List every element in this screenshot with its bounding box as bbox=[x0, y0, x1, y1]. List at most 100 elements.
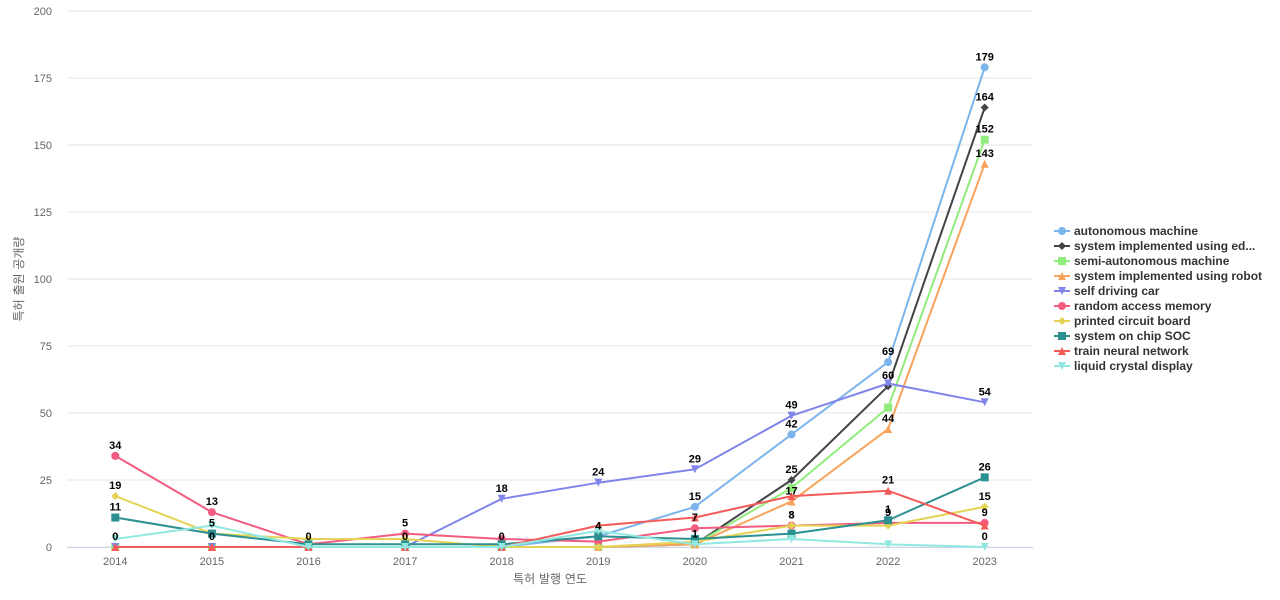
data-label: 0 bbox=[209, 531, 215, 543]
data-point[interactable] bbox=[111, 492, 120, 501]
data-point[interactable] bbox=[884, 425, 893, 434]
data-point[interactable] bbox=[884, 516, 893, 525]
data-label: 49 bbox=[785, 400, 797, 412]
data-point[interactable] bbox=[690, 534, 699, 543]
data-point[interactable] bbox=[111, 543, 120, 551]
data-label: 15 bbox=[979, 491, 991, 503]
legend-item[interactable]: train neural network bbox=[1054, 344, 1189, 358]
data-point[interactable] bbox=[401, 529, 410, 538]
legend-item[interactable]: system on chip SOC bbox=[1054, 329, 1191, 343]
series-line[interactable] bbox=[114, 454, 986, 546]
series-1 bbox=[111, 103, 989, 551]
data-point[interactable] bbox=[980, 135, 989, 144]
legend-item[interactable]: autonomous machine bbox=[1054, 224, 1198, 238]
data-point[interactable] bbox=[207, 521, 216, 530]
data-point[interactable] bbox=[497, 494, 506, 503]
data-point[interactable] bbox=[594, 478, 603, 487]
data-label: 34 bbox=[109, 440, 122, 452]
data-point[interactable] bbox=[787, 411, 796, 420]
data-point[interactable] bbox=[884, 379, 893, 388]
data-label: 54 bbox=[979, 386, 992, 398]
data-point[interactable] bbox=[980, 63, 989, 72]
legend-marker bbox=[1058, 227, 1066, 235]
series-line[interactable] bbox=[114, 106, 986, 548]
data-point[interactable] bbox=[690, 524, 699, 533]
data-label: 13 bbox=[206, 496, 218, 508]
legend-item[interactable]: printed circuit board bbox=[1054, 314, 1191, 328]
y-tick-label: 175 bbox=[34, 73, 52, 85]
data-point[interactable] bbox=[787, 430, 796, 439]
data-point[interactable] bbox=[980, 103, 989, 112]
data-point[interactable] bbox=[207, 543, 216, 551]
data-point[interactable] bbox=[787, 476, 796, 484]
series-9 bbox=[111, 521, 989, 551]
y-axis-title: 특허 출원 공개량 bbox=[12, 237, 26, 322]
legend-label: liquid crystal display bbox=[1074, 359, 1193, 373]
series-line[interactable] bbox=[114, 476, 986, 546]
data-point[interactable] bbox=[787, 492, 796, 501]
data-point[interactable] bbox=[884, 486, 893, 495]
data-point[interactable] bbox=[884, 540, 893, 549]
series-line[interactable] bbox=[114, 138, 986, 548]
data-label: 19 bbox=[109, 480, 121, 492]
data-label: 1 bbox=[885, 504, 891, 516]
legend-item[interactable]: semi-autonomous machine bbox=[1054, 254, 1230, 268]
data-point[interactable] bbox=[304, 543, 313, 551]
data-point[interactable] bbox=[980, 159, 989, 168]
data-point[interactable] bbox=[401, 543, 410, 551]
data-point[interactable] bbox=[594, 543, 603, 551]
legend-item[interactable]: liquid crystal display bbox=[1054, 359, 1193, 373]
data-label: 0 bbox=[305, 531, 311, 543]
data-point[interactable] bbox=[787, 497, 796, 506]
data-label: 0 bbox=[402, 531, 408, 543]
x-tick-label: 2018 bbox=[489, 556, 513, 568]
data-point[interactable] bbox=[594, 532, 603, 541]
y-tick-label: 125 bbox=[34, 207, 52, 219]
data-point[interactable] bbox=[980, 543, 989, 551]
y-tick-label: 100 bbox=[34, 274, 52, 286]
data-point[interactable] bbox=[787, 484, 796, 493]
data-point[interactable] bbox=[787, 529, 796, 538]
legend-item[interactable]: system implemented using ed... bbox=[1054, 239, 1255, 253]
y-tick-label: 75 bbox=[40, 341, 52, 353]
series-5 bbox=[111, 451, 989, 549]
data-point[interactable] bbox=[980, 473, 989, 482]
data-point[interactable] bbox=[111, 451, 120, 460]
data-point[interactable] bbox=[111, 513, 120, 522]
data-point[interactable] bbox=[787, 534, 796, 543]
legend-label: self driving car bbox=[1074, 284, 1160, 298]
data-point[interactable] bbox=[207, 529, 216, 538]
legend-label: random access memory bbox=[1074, 299, 1212, 313]
legend-item[interactable]: random access memory bbox=[1054, 299, 1212, 313]
series-line[interactable] bbox=[114, 162, 986, 548]
data-label: 8 bbox=[788, 510, 794, 522]
x-axis-title: 특허 발행 연도 bbox=[513, 571, 587, 586]
data-point[interactable] bbox=[111, 534, 120, 543]
series-line[interactable] bbox=[114, 66, 986, 548]
legend-item[interactable]: self driving car bbox=[1054, 284, 1160, 298]
data-label: 164 bbox=[976, 91, 995, 103]
data-point[interactable] bbox=[690, 502, 699, 511]
data-point[interactable] bbox=[980, 398, 989, 407]
series-line[interactable] bbox=[114, 524, 986, 548]
data-point[interactable] bbox=[690, 465, 699, 474]
legend-item[interactable]: system implemented using robot bbox=[1054, 269, 1262, 283]
data-point[interactable] bbox=[787, 521, 796, 530]
data-label: 11 bbox=[109, 502, 121, 514]
data-point[interactable] bbox=[884, 358, 893, 367]
data-point[interactable] bbox=[497, 543, 506, 551]
series-line[interactable] bbox=[114, 489, 986, 548]
data-point[interactable] bbox=[690, 540, 699, 549]
axes: 특허 발행 연도 특허 출원 공개량 025507510012515017520… bbox=[12, 6, 997, 586]
data-point[interactable] bbox=[690, 513, 699, 522]
data-label: 21 bbox=[882, 475, 894, 487]
y-tick-label: 25 bbox=[40, 475, 52, 487]
data-point[interactable] bbox=[594, 526, 603, 535]
legend-label: semi-autonomous machine bbox=[1074, 254, 1230, 268]
data-point[interactable] bbox=[980, 502, 989, 511]
data-point[interactable] bbox=[207, 508, 216, 517]
data-point[interactable] bbox=[980, 521, 989, 530]
data-point[interactable] bbox=[884, 403, 893, 412]
